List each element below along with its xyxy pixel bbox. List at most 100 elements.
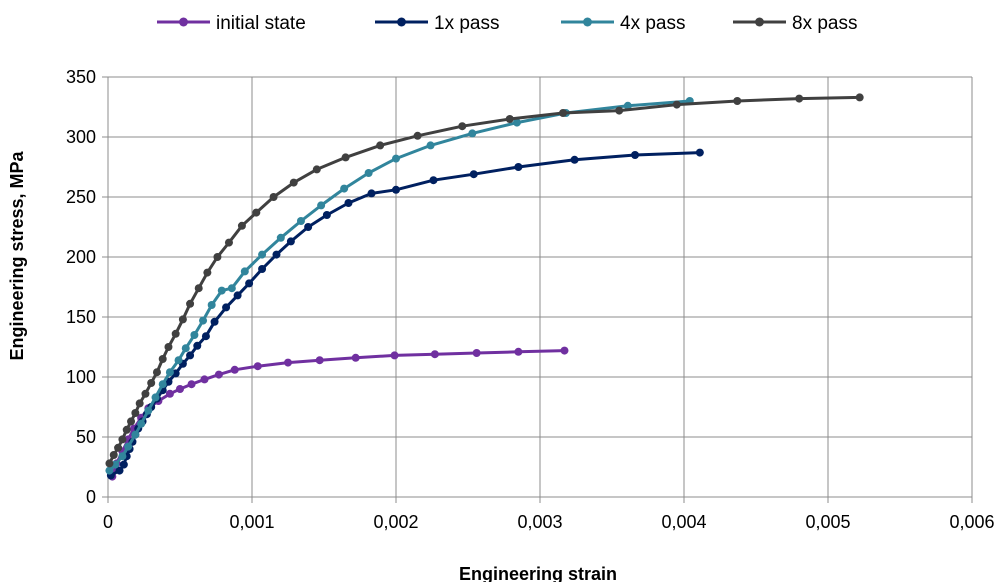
data-point — [341, 153, 350, 162]
data-point — [158, 355, 167, 363]
data-point — [695, 148, 704, 157]
data-point — [392, 185, 400, 194]
series-line-8x-pass — [108, 95, 860, 465]
y-tick-label: 300 — [66, 127, 96, 147]
data-point — [315, 356, 324, 365]
data-point — [468, 129, 477, 138]
data-point — [469, 170, 478, 179]
y-tick-label: 150 — [66, 307, 96, 327]
data-point — [322, 211, 331, 219]
x-tick-label: 0,001 — [229, 512, 274, 532]
data-point — [514, 163, 523, 171]
series-4x-pass — [105, 97, 694, 475]
x-tick-label: 0,005 — [805, 512, 850, 532]
data-point — [181, 344, 190, 353]
data-point — [615, 106, 624, 115]
data-point — [152, 368, 161, 377]
data-point — [131, 409, 140, 417]
data-point — [413, 131, 422, 140]
data-point — [367, 189, 376, 198]
data-point — [230, 365, 239, 374]
x-tick-label: 0,002 — [373, 512, 418, 532]
data-point — [109, 451, 118, 459]
x-tick-label: 0 — [103, 512, 113, 532]
series-initial-state — [108, 346, 569, 481]
data-point — [222, 303, 231, 312]
data-point — [187, 380, 196, 389]
legend-item-initial-state: initial state — [157, 13, 306, 34]
data-point — [151, 393, 160, 402]
x-tick-label: 0,003 — [517, 512, 562, 532]
data-point — [312, 165, 321, 174]
data-point — [171, 329, 180, 338]
legend-label: 4x pass — [620, 13, 685, 34]
x-tick-label: 0,004 — [661, 512, 706, 532]
data-point — [124, 442, 133, 451]
data-point — [570, 155, 579, 164]
data-point — [514, 347, 523, 356]
data-point — [237, 221, 246, 230]
data-point — [458, 122, 467, 131]
y-axis-title: Engineering stress, MPa — [7, 150, 27, 360]
data-point — [105, 459, 114, 468]
data-point — [289, 178, 298, 187]
data-point — [164, 343, 173, 351]
data-point — [194, 284, 203, 293]
data-point — [505, 115, 514, 123]
data-point — [472, 349, 481, 357]
data-point — [118, 435, 127, 444]
data-point — [207, 301, 216, 309]
data-point — [201, 332, 210, 341]
data-point — [258, 250, 267, 259]
data-point — [430, 350, 439, 359]
legend-marker — [755, 17, 764, 27]
x-tick-label: 0,006 — [949, 512, 994, 532]
data-point — [227, 284, 236, 293]
data-point — [144, 406, 153, 415]
data-point — [304, 223, 313, 231]
legend-marker — [397, 17, 406, 27]
data-point — [344, 199, 353, 207]
data-point — [855, 93, 864, 102]
data-point — [213, 253, 222, 261]
data-point — [118, 452, 127, 461]
data-point — [272, 250, 281, 259]
data-point — [141, 389, 150, 398]
data-point — [296, 217, 305, 225]
data-point — [105, 466, 114, 475]
data-point — [165, 368, 174, 377]
data-point — [214, 370, 223, 379]
data-point — [284, 358, 292, 367]
data-point — [560, 346, 569, 355]
data-point — [390, 351, 399, 360]
data-point — [559, 109, 568, 117]
data-point — [137, 419, 146, 428]
data-point — [351, 353, 360, 362]
data-point — [512, 118, 521, 127]
data-point — [158, 380, 167, 389]
data-point — [392, 154, 400, 163]
data-point — [147, 379, 156, 387]
legend-label: 8x pass — [792, 13, 857, 34]
data-point — [210, 317, 219, 326]
data-point — [224, 238, 233, 247]
data-point — [165, 389, 174, 398]
legend-label: 1x pass — [434, 13, 499, 34]
data-point — [115, 466, 124, 475]
legend-label: initial state — [216, 13, 306, 34]
data-point — [276, 233, 285, 242]
data-point — [269, 193, 278, 201]
data-point — [186, 351, 195, 360]
data-point — [317, 201, 326, 210]
legend-item-8x-pass: 8x pass — [733, 13, 857, 34]
tick-labels: 0 50 100 150 200 250 300 350 0 0,001 0,002 0,003 0,0… — [66, 67, 995, 532]
y-tick-label: 200 — [66, 247, 96, 267]
data-point — [672, 100, 681, 109]
data-point — [233, 291, 242, 300]
data-point — [623, 101, 632, 110]
data-point — [253, 362, 262, 371]
legend-item-1x-pass: 1x pass — [375, 13, 499, 34]
data-point — [258, 265, 267, 273]
data-point — [733, 97, 742, 105]
series-8x-pass — [105, 93, 864, 468]
